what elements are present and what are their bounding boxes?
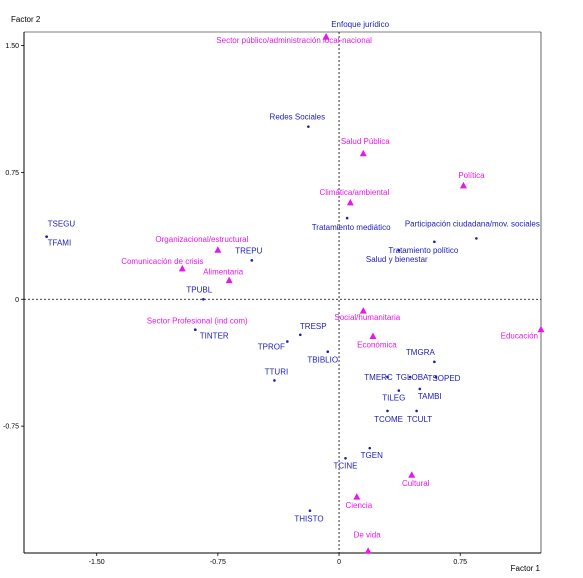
y-axis-title: Factor 2 [11,15,41,24]
variable-point-marker [433,360,436,364]
variable-point-marker [202,297,205,301]
point-label: Enfoque jurídico [331,20,389,29]
category-point-marker [359,307,367,314]
variable-point-marker [418,387,422,391]
y-tick-label: 0.75 [5,170,19,177]
point-label: TMERC [364,373,393,382]
point-label: TRESP [300,322,327,331]
variable-point-marker [45,235,48,238]
point-label: TBIBLIO [307,356,338,365]
point-label: TSEGU [48,220,76,229]
x-ticks: -1.50 -0.75 0 0.75 [89,553,467,566]
category-point-marker [346,198,354,206]
x-axis-title: Factor 1 [511,564,541,573]
point-label: TPROF [258,343,285,352]
variable-point-marker [344,456,347,460]
y-tick-label: -0.75 [3,424,19,431]
variable-point-marker [308,509,312,513]
point-label: TTURI [265,367,289,376]
category-point-marker [537,325,545,333]
category-point-marker [369,332,377,339]
variable-point-marker [386,409,389,413]
point-label: Redes Sociales [270,113,326,122]
point-label: Cultural [402,479,430,488]
variable-point-marker [397,389,401,392]
variable-point-marker [193,328,197,332]
point-label: TCULT [407,415,432,424]
point-label: Salud Pública [341,137,390,146]
point-label: Económica [357,340,397,349]
point-label: Comunicación de crisis [121,257,203,266]
y-ticks: 1.50 0.75 0 -0.75 [3,43,24,431]
x-tick-label: -1.50 [89,559,105,566]
point-label: TMGRA [406,348,436,357]
point-label: TINTER [200,332,229,341]
point-label: Educación [501,332,538,341]
point-label: Climática/ambiental [319,188,389,197]
category-point-marker [225,276,233,284]
variable-point-marker [345,216,349,220]
y-tick-label: 0 [15,297,19,304]
point-label: TFAMI [48,239,72,248]
variable-point-marker [434,375,438,379]
point-label: TAMBI [418,392,442,401]
point-label: Tratamiento político [388,246,459,255]
category-point-marker [359,149,367,157]
point-label: De vida [354,530,382,539]
point-label: Tratamiento mediático [312,223,391,232]
variable-point-marker [475,237,478,240]
point-label: TCOME [374,415,403,424]
y-tick-label: 1.50 [5,43,19,50]
point-label: Política [458,171,485,180]
point-label: TILEG [382,394,405,403]
point-label: TGLOBA [396,373,429,382]
category-point-marker [322,33,330,40]
data-labels: Enfoque jurídico Sector público/administr… [48,20,540,539]
variable-point-marker [433,240,436,244]
point-label: TREPU [235,246,262,255]
point-label: Ciencia [345,501,372,510]
category-point-marker [408,471,416,478]
point-label: Participación ciudadana/mov. sociales [405,219,540,228]
point-label: THISTO [294,515,323,524]
point-label: TCINE [334,461,358,470]
category-point-marker [353,493,361,500]
variable-point-marker [408,375,412,379]
x-tick-label: -0.75 [210,559,226,566]
category-point-marker [364,547,372,554]
variable-point-marker [307,125,310,129]
category-point-marker [459,181,467,189]
point-label: TPUBL [186,285,212,294]
point-label: TGEN [361,451,383,460]
variable-point-marker [250,259,254,262]
point-label: Sector Profesional (ind com) [147,317,248,326]
variable-point-marker [397,248,401,252]
point-label: TSOPED [428,374,461,383]
variable-point-marker [273,379,276,382]
point-label: Alimentaria [203,268,244,277]
variable-point-marker [326,350,330,354]
variable-point-marker [415,409,418,413]
point-label: Social/humanitaria [334,313,400,322]
variable-point-marker [298,333,302,337]
point-label: Sector público/administración local-naci… [216,36,372,45]
data-marks [45,33,545,554]
point-label: Organizacional/estructural [155,235,248,244]
point-label: Salud y bienestar [366,255,428,264]
x-tick-label: 0.75 [453,559,467,566]
category-point-marker [178,264,186,272]
variable-point-marker [286,340,289,343]
axes-layer: -1.50 -0.75 0 0.75 1.500.750-0.75 Factor 2 … [3,15,542,573]
variable-point-marker [368,446,372,450]
x-tick-label: 0 [337,559,341,566]
variable-point-marker [386,375,389,379]
category-point-marker [214,246,222,253]
